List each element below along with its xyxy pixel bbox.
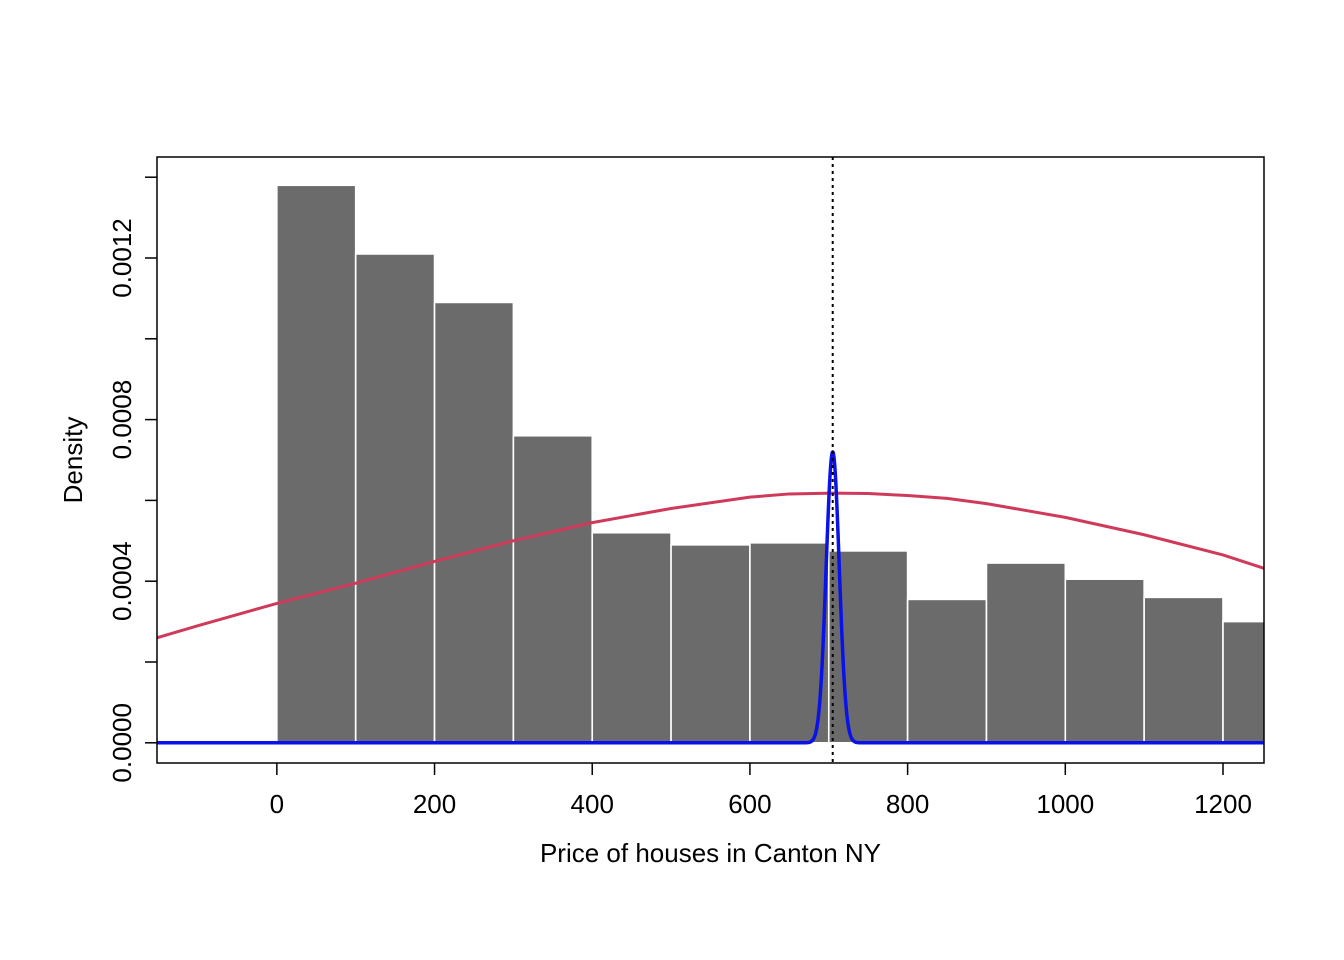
normal-density-line bbox=[157, 450, 1264, 745]
density-curves bbox=[157, 157, 1264, 763]
plot-frame bbox=[156, 156, 1265, 764]
histogram-bar bbox=[670, 544, 751, 744]
y-tick-label: 0.0004 bbox=[107, 541, 137, 621]
y-tick-label: 0.0000 bbox=[107, 703, 137, 783]
x-tick-label: 1200 bbox=[1194, 789, 1252, 819]
histogram-bar bbox=[749, 542, 830, 744]
histogram-bars bbox=[276, 184, 1264, 744]
x-tick-label: 800 bbox=[886, 789, 929, 819]
histogram-bar bbox=[591, 531, 672, 744]
x-tick-label: 600 bbox=[728, 789, 771, 819]
axes: 0 200 400 600 800 1000 1200 0.0000 0.0004 0.0008 0… bbox=[107, 176, 1252, 819]
y-axis-title: Density bbox=[58, 417, 88, 504]
y-tick-label: 0.0012 bbox=[107, 218, 137, 298]
x-axis-title: Price of houses in Canton NY bbox=[540, 838, 881, 868]
histogram-bar bbox=[985, 562, 1067, 744]
histogram-bar bbox=[512, 434, 594, 744]
histogram-bar bbox=[354, 253, 436, 744]
x-tick-label: 400 bbox=[571, 789, 614, 819]
density-line bbox=[157, 491, 1264, 640]
x-tick-label: 0 bbox=[270, 789, 284, 819]
histogram-bar bbox=[906, 598, 988, 744]
histogram-bar bbox=[276, 184, 357, 744]
x-tick-label: 1000 bbox=[1036, 789, 1094, 819]
histogram-bar bbox=[1143, 596, 1224, 744]
histogram-bar bbox=[1222, 620, 1264, 744]
histogram-bar bbox=[1064, 578, 1145, 744]
y-tick-label: 0.0008 bbox=[107, 380, 137, 460]
histogram-bar bbox=[433, 301, 515, 744]
x-tick-label: 200 bbox=[413, 789, 456, 819]
